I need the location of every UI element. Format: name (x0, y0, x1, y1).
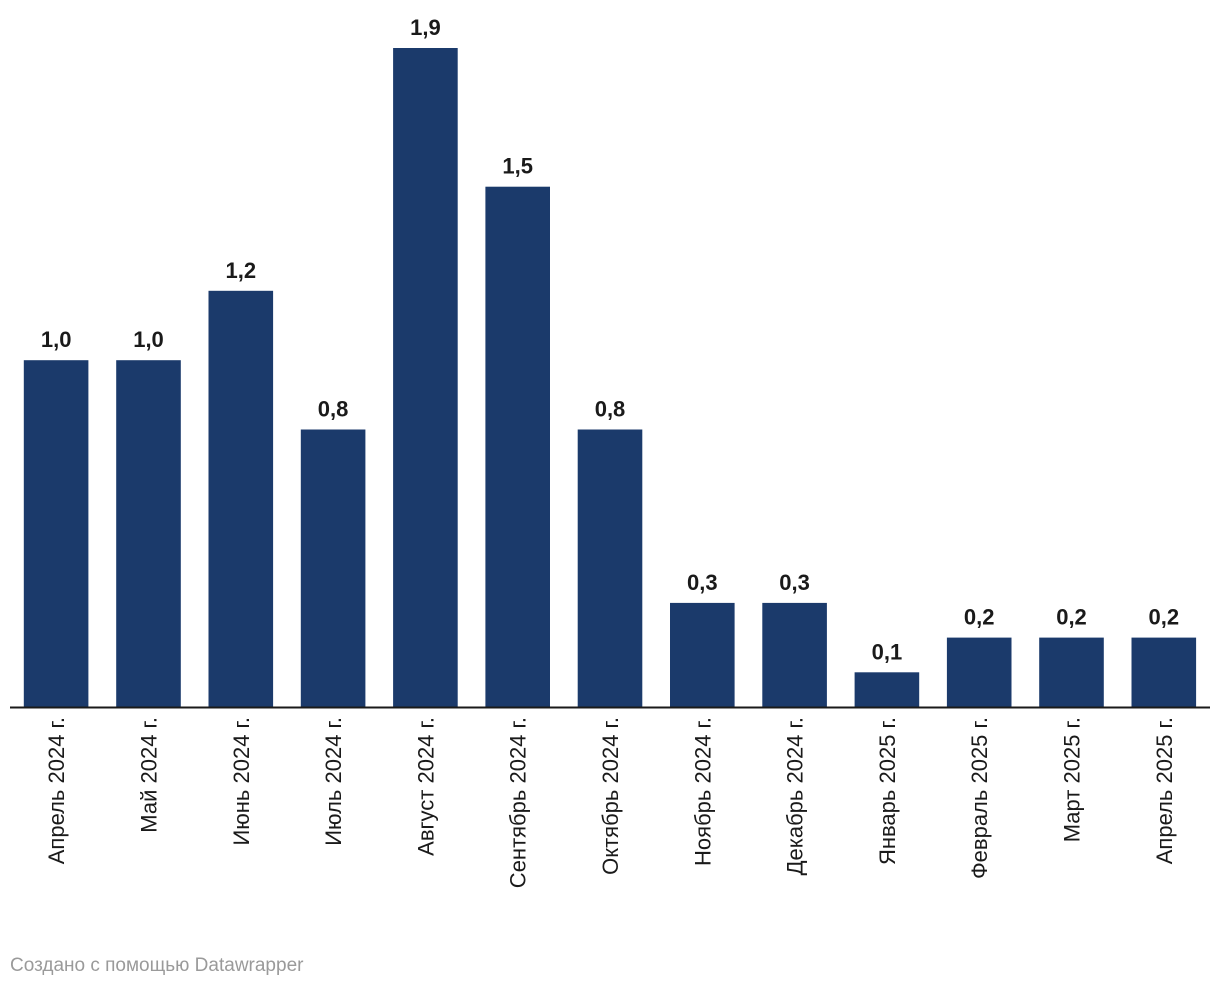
x-tick-label: Ноябрь 2024 г. (690, 717, 715, 866)
bar (485, 186, 550, 707)
x-tick-label: Январь 2025 г. (875, 717, 900, 865)
x-tick-label: Май 2024 г. (137, 717, 162, 833)
bar-value-label: 1,0 (41, 327, 72, 352)
bar-value-label: 0,8 (318, 397, 349, 422)
bar-value-label: 1,9 (410, 15, 441, 40)
x-tick-label: Август 2024 г. (413, 717, 438, 856)
x-tick-label: Март 2025 г. (1060, 717, 1085, 842)
x-tick-label: Июль 2024 г. (321, 717, 346, 846)
bar-chart: 1,0 1,0 1,2 0,8 1,9 1,5 0,8 0,3 0,3 0,1 0,2 0,2 0,2 … (10, 15, 1210, 888)
bar-value-label: 0,1 (872, 639, 903, 664)
bar-value-label: 1,0 (133, 327, 164, 352)
tick-labels-layer: Апрель 2024 г. Май 2024 г. Июнь 2024 г. Июл… (44, 717, 1177, 888)
bar (854, 672, 920, 707)
bar (1131, 637, 1197, 707)
x-tick-label: Декабрь 2024 г. (783, 717, 808, 875)
bar (300, 429, 366, 707)
bar (577, 429, 643, 707)
bar-value-label: 0,2 (1056, 605, 1087, 630)
value-labels-layer: 1,0 1,0 1,2 0,8 1,9 1,5 0,8 0,3 0,3 0,1 0,2 0,2 0,2 (41, 15, 1179, 664)
bar (208, 290, 274, 707)
bar (670, 602, 735, 707)
bars-layer (23, 48, 1197, 707)
chart-svg: 1,0 1,01,20,81,91,50,80,3 0,30,10,2 0,2 0,2 … (10, 15, 1210, 888)
x-tick-label: Апрель 2025 г. (1152, 717, 1177, 864)
bar-value-label: 0,3 (687, 570, 718, 595)
bar-value-label: 1,5 (502, 154, 533, 179)
bar (946, 637, 1012, 707)
x-tick-label: Февраль 2025 г. (967, 717, 992, 879)
bar (23, 360, 89, 707)
credit-text: Создано с помощью Datawrapper (10, 955, 304, 976)
bar (762, 602, 827, 707)
bar-value-label: 0,2 (964, 605, 995, 630)
x-tick-label: Апрель 2024 г. (44, 717, 69, 864)
x-tick-label: Июнь 2024 г. (229, 717, 254, 846)
x-tick-label: Октябрь 2024 г. (598, 717, 623, 875)
x-tick-label: Сентябрь 2024 г. (506, 717, 531, 888)
bar-value-label: 0,2 (1149, 605, 1180, 630)
bar-value-label: 0,3 (779, 570, 810, 595)
bar (116, 360, 181, 707)
bar (1039, 637, 1104, 707)
bar-value-label: 0,8 (595, 397, 626, 422)
bar-value-label: 1,2 (226, 258, 257, 283)
bar (393, 48, 458, 707)
